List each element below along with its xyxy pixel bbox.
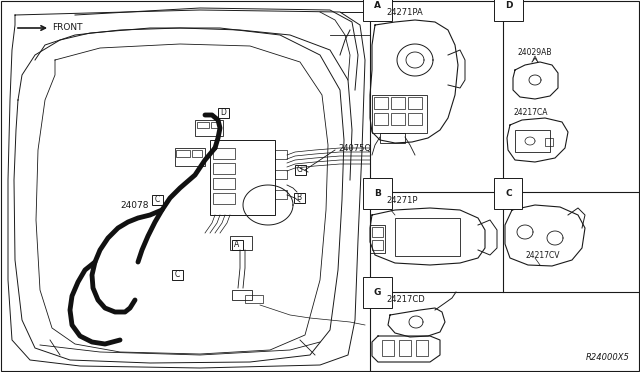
Bar xyxy=(211,122,219,128)
Text: 24217CD: 24217CD xyxy=(386,295,425,304)
Bar xyxy=(213,178,235,189)
Text: G: G xyxy=(374,288,381,297)
FancyBboxPatch shape xyxy=(218,108,228,118)
Bar xyxy=(230,236,252,250)
Bar xyxy=(545,138,553,146)
Text: D: D xyxy=(220,108,226,117)
Bar xyxy=(195,120,223,136)
Text: A: A xyxy=(234,240,239,249)
Text: G: G xyxy=(297,165,303,174)
Bar xyxy=(374,113,388,125)
Bar xyxy=(176,150,190,157)
Bar xyxy=(210,140,275,215)
Bar xyxy=(408,113,422,125)
FancyBboxPatch shape xyxy=(152,195,163,205)
Text: D: D xyxy=(505,1,513,10)
FancyBboxPatch shape xyxy=(172,269,182,279)
Bar xyxy=(232,290,252,300)
FancyBboxPatch shape xyxy=(232,240,243,250)
Bar xyxy=(213,163,235,174)
Bar xyxy=(275,170,287,179)
Bar xyxy=(245,295,263,303)
Text: R24000X5: R24000X5 xyxy=(586,353,630,362)
Bar xyxy=(175,148,205,166)
FancyBboxPatch shape xyxy=(294,164,305,174)
Bar xyxy=(275,150,287,159)
Text: 24029AB: 24029AB xyxy=(518,48,552,57)
Bar xyxy=(374,97,388,109)
Text: B: B xyxy=(374,189,381,198)
Text: 24217CV: 24217CV xyxy=(525,251,559,260)
Text: C: C xyxy=(174,270,180,279)
Bar xyxy=(395,218,460,256)
Bar xyxy=(408,97,422,109)
Bar xyxy=(391,97,405,109)
Text: C: C xyxy=(505,189,511,198)
Text: 24075Q: 24075Q xyxy=(338,144,371,153)
Bar xyxy=(372,95,427,133)
FancyBboxPatch shape xyxy=(294,192,305,202)
Bar xyxy=(380,133,405,143)
Bar xyxy=(391,113,405,125)
Text: 24271P: 24271P xyxy=(386,196,417,205)
Bar xyxy=(372,240,383,250)
Bar xyxy=(416,340,428,356)
Bar xyxy=(192,150,202,157)
Bar xyxy=(213,193,235,204)
Text: A: A xyxy=(374,1,381,10)
Text: B: B xyxy=(296,193,301,202)
Bar xyxy=(515,130,550,152)
Bar xyxy=(382,340,394,356)
Bar xyxy=(213,148,235,159)
Text: 24271PA: 24271PA xyxy=(386,8,423,17)
Text: 24078: 24078 xyxy=(120,201,148,209)
Bar xyxy=(197,122,209,128)
Bar xyxy=(372,227,383,237)
Text: FRONT: FRONT xyxy=(52,23,83,32)
Text: C: C xyxy=(154,195,159,204)
Bar xyxy=(275,190,287,199)
Bar xyxy=(370,225,385,253)
Bar xyxy=(399,340,411,356)
Text: 24217CA: 24217CA xyxy=(514,108,548,117)
